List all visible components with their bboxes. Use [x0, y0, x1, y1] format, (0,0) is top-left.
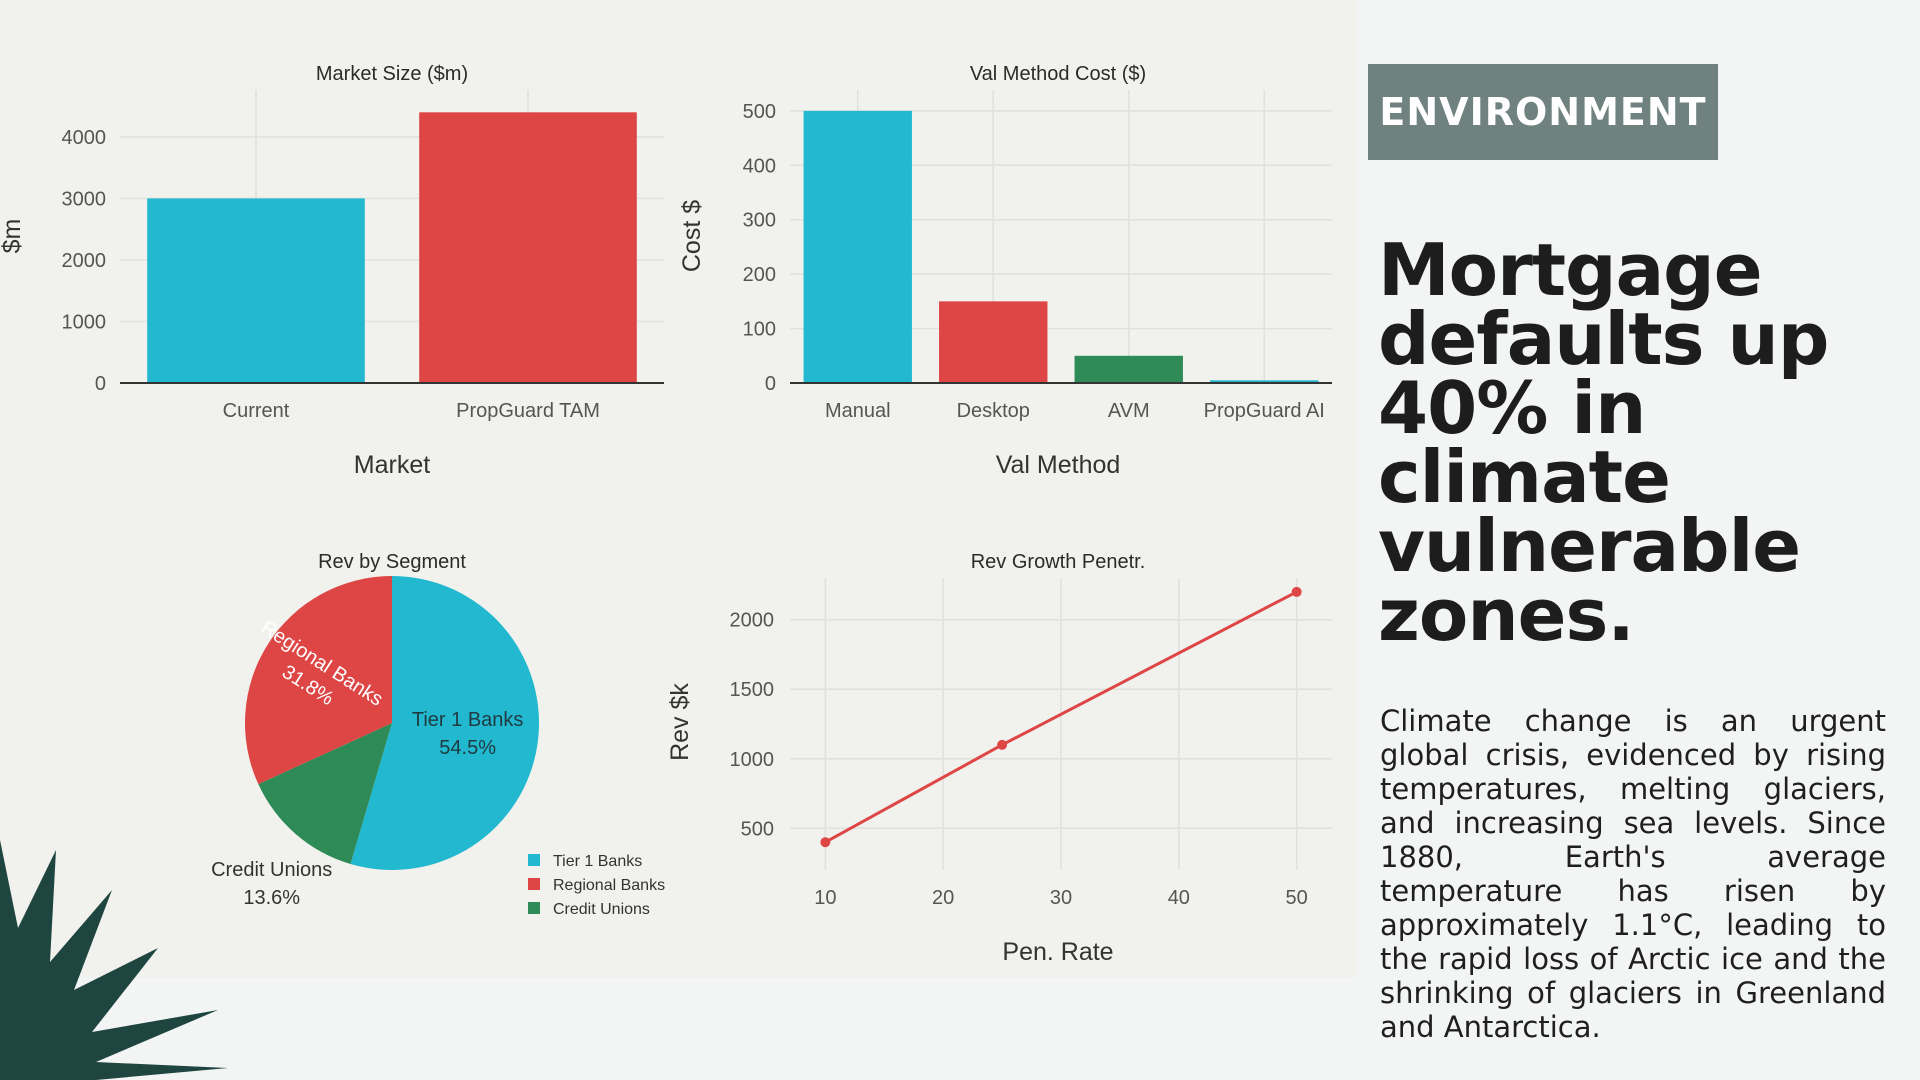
market-size-xtick-label: Current — [223, 400, 290, 422]
rev-by-segment-chart: Rev by Segment Tier 1 Banks 54.5% Credit U… — [211, 551, 665, 918]
pie-title: Rev by Segment — [318, 551, 466, 573]
line-point — [1291, 586, 1302, 597]
val-cost-ylabel: Cost $ — [678, 200, 706, 272]
market-size-title: Market Size ($m) — [316, 63, 468, 85]
pie-label-pct: 13.6% — [243, 887, 300, 909]
legend-swatch — [528, 902, 540, 914]
val-cost-ytick-label: 0 — [765, 373, 776, 395]
legend-label: Regional Banks — [553, 877, 665, 894]
market-size-xtick-label: PropGuard TAM — [456, 400, 600, 422]
line-title: Rev Growth Penetr. — [971, 551, 1146, 573]
line-xtick-label: 20 — [932, 887, 954, 909]
legend-swatch — [528, 878, 540, 890]
pie-label-pct: 54.5% — [439, 737, 496, 759]
chart-panel: 0 1000 2000 3000 4000 Current PropGuard TAM M… — [0, 63, 1332, 966]
val-cost-ytick-label: 300 — [743, 210, 776, 232]
val-cost-bar — [803, 110, 912, 383]
pie-label-name: Tier 1 Banks — [412, 709, 524, 731]
body-paragraph: Climate change is an urgent global crisi… — [1380, 704, 1886, 1044]
market-size-ytick-label: 1000 — [62, 311, 107, 333]
val-cost-title: Val Method Cost ($) — [970, 63, 1146, 85]
line-xtick-label: 50 — [1286, 887, 1308, 909]
line-xtick-label: 10 — [814, 887, 836, 909]
val-cost-ytick-label: 100 — [743, 319, 776, 341]
val-cost-ytick-label: 500 — [743, 101, 776, 123]
pie-label-name: Credit Unions — [211, 859, 332, 881]
rev-growth-chart: 500 1000 1500 2000 10 20 30 40 50 Rev Growth Pe… — [666, 551, 1332, 966]
val-cost-xlabel: Val Method — [996, 451, 1121, 479]
val-cost-xtick-label: PropGuard AI — [1204, 400, 1325, 422]
pie-slice — [258, 723, 392, 865]
market-size-bar — [147, 198, 365, 383]
legend-label: Tier 1 Banks — [553, 853, 642, 870]
val-cost-xtick-label: Manual — [825, 400, 891, 422]
val-cost-bar — [1074, 355, 1183, 383]
market-size-ytick-label: 4000 — [62, 127, 107, 149]
market-size-xlabel: Market — [354, 451, 430, 479]
line-ytick-label: 1000 — [730, 749, 775, 771]
market-size-ytick-label: 2000 — [62, 250, 107, 272]
headline: Mortgage defaults up 40% in climate vuln… — [1378, 228, 1829, 657]
val-cost-bar — [1210, 380, 1319, 383]
pie-slice — [350, 575, 540, 870]
line-xtick-label: 40 — [1168, 887, 1190, 909]
line-xlabel: Pen. Rate — [1002, 938, 1113, 966]
line-xtick-label: 30 — [1050, 887, 1072, 909]
line-ytick-label: 2000 — [730, 610, 775, 632]
market-size-ylabel: $m — [0, 219, 26, 254]
val-cost-ytick-label: 200 — [743, 264, 776, 286]
line-ylabel: Rev $k — [666, 683, 694, 761]
line-point — [820, 837, 831, 848]
val-cost-xtick-label: Desktop — [957, 400, 1030, 422]
line-ytick-label: 500 — [741, 818, 774, 840]
val-cost-xtick-label: AVM — [1108, 400, 1150, 422]
line-point — [997, 739, 1008, 750]
spiky-leaf-decoration — [0, 840, 228, 1080]
val-method-cost-chart: 0 100 200 300 400 500 Manual Desktop AVM PropGua… — [678, 63, 1332, 479]
pie-slice — [245, 576, 392, 785]
legend-label: Credit Unions — [553, 901, 650, 918]
market-size-chart: 0 1000 2000 3000 4000 Current PropGuard TAM M… — [0, 63, 664, 479]
val-cost-ytick-label: 400 — [743, 155, 776, 177]
market-size-bar — [419, 112, 637, 383]
market-size-ytick-label: 0 — [95, 373, 106, 395]
line-ytick-label: 1500 — [730, 679, 775, 701]
val-cost-bar — [939, 301, 1048, 383]
category-tag: ENVIRONMENT — [1368, 64, 1718, 160]
market-size-ytick-label: 3000 — [62, 188, 107, 210]
legend-swatch — [528, 854, 540, 866]
